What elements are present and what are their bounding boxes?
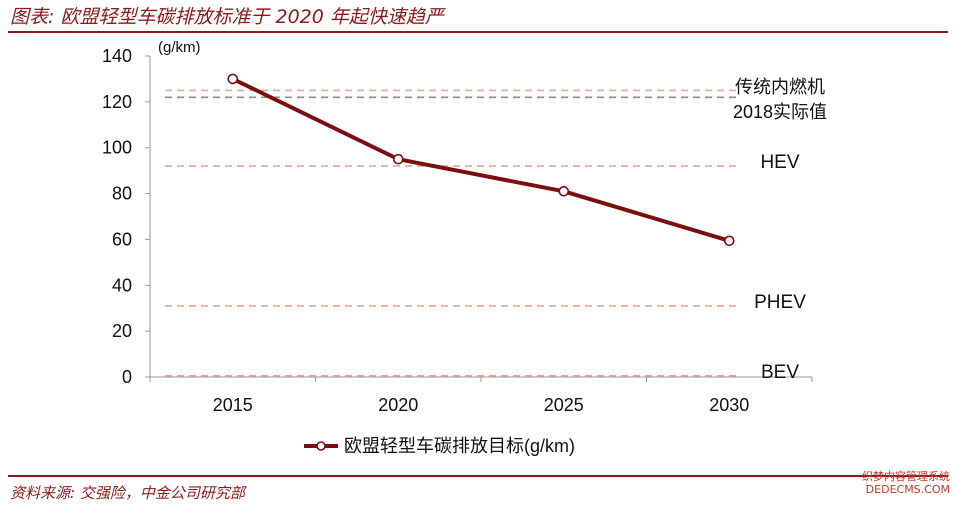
reference-line-label: HEV [760,152,799,173]
series-line [231,77,730,243]
legend-point-marker [316,441,326,451]
y-tick-label: 40 [112,275,132,295]
watermark: 织梦内容管理系统 DEDECMS.COM [862,470,950,496]
footer-rule [8,475,948,477]
legend-label: 欧盟轻型车碳排放目标(g/km) [344,436,575,456]
title-underline [8,31,948,33]
reference-lines [165,89,738,377]
series [227,73,735,247]
axes [149,56,812,378]
y-tick-label: 60 [112,229,132,249]
y-tick-label: 0 [122,367,132,387]
series-point [392,153,404,165]
watermark-line1: 织梦内容管理系统 [862,470,950,483]
watermark-line2: DEDECMS.COM [865,483,950,496]
y-tick-label: 20 [112,321,132,341]
series-point [723,235,735,247]
reference-line-label: PHEV [754,292,806,313]
x-tick-label: 2030 [709,395,749,415]
ice-label-line1: 传统内燃机 [735,77,825,97]
chart-title: 图表: 欧盟轻型车碳排放标准于 2020 年起快速趋严 [10,6,444,28]
y-ticks: 0 20 40 60 80 100 120 140 [102,46,150,387]
ice-label-line2: 2018实际值 [733,102,827,122]
x-tick-label: 2020 [378,395,418,415]
y-tick-label: 100 [102,138,132,158]
source-note: 资料来源: 交强险，中金公司研究部 [10,484,245,502]
legend: 欧盟轻型车碳排放目标(g/km) [304,436,575,456]
reference-line-label: BEV [761,362,799,383]
x-ticks: 2015 2020 2025 2030 [149,377,813,415]
x-tick-label: 2015 [213,395,253,415]
series-point [227,73,239,85]
reference-labels: 传统内燃机 2018实际值 HEV PHEV BEV [733,77,827,383]
y-tick-label: 140 [102,46,132,66]
y-tick-label: 120 [102,92,132,112]
x-tick-label: 2025 [544,395,584,415]
series-point [558,185,570,197]
y-unit-label: (g/km) [158,39,201,56]
y-tick-label: 80 [112,184,132,204]
